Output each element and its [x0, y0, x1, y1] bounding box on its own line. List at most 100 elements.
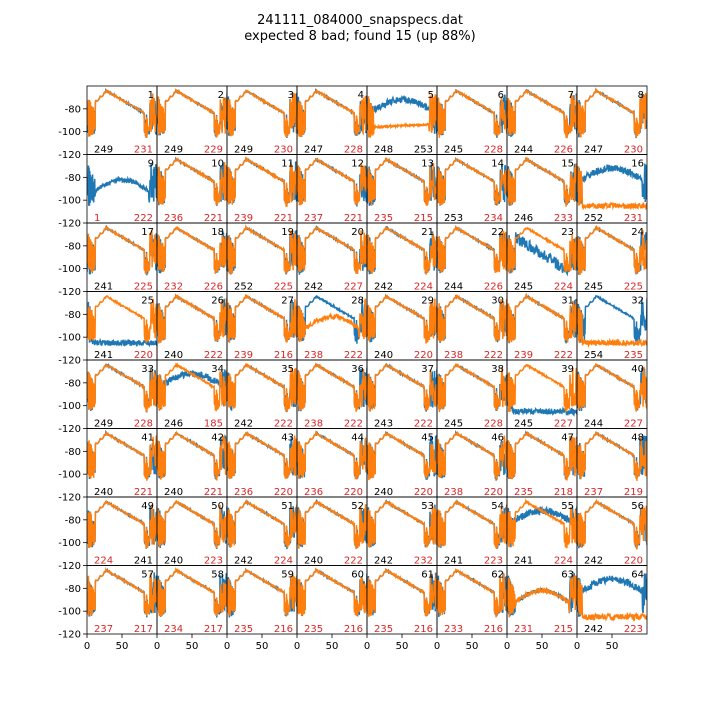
panel-right-value: 222 [274, 419, 293, 430]
series-b-line [157, 88, 227, 138]
panel-right-value: 228 [484, 419, 503, 430]
panel-right-value: 229 [204, 145, 223, 156]
panel-42: 42 240 221 [156, 428, 228, 498]
panel-number: 41 [141, 433, 154, 444]
panel-right-value: 226 [204, 282, 223, 293]
panel-right-value: 234 [484, 213, 503, 224]
panel-16: 16 252 231 [576, 154, 648, 224]
panel-right-value: 223 [204, 556, 223, 567]
panel-9: 9 1 222 [86, 154, 158, 224]
panel-12: 12 237 221 [296, 154, 368, 224]
series-b-line [577, 224, 647, 275]
series-b-line [507, 430, 577, 481]
series-b-line [437, 88, 507, 138]
panel-2: 2 249 229 [156, 85, 228, 156]
panel-left-value: 232 [164, 282, 183, 293]
panel-left-value: 235 [374, 624, 393, 635]
panel-number: 1 [148, 90, 154, 101]
y-tick-label: -100 [58, 401, 81, 412]
series-a-line [87, 163, 157, 206]
panel-left-value: 239 [234, 213, 253, 224]
series-b-line [507, 293, 577, 344]
panel-left-value: 237 [94, 624, 113, 635]
panel-left-value: 245 [444, 145, 463, 156]
panel-number: 27 [281, 296, 294, 307]
panel-15: 15 246 233 [506, 154, 578, 224]
panel-34: 34 246 185 [156, 359, 228, 430]
panel-number: 60 [351, 570, 364, 581]
panel-left-value: 240 [304, 556, 323, 567]
y-tick-label: -100 [58, 196, 81, 207]
panel-50: 50 240 223 [156, 496, 228, 567]
series-b-line [87, 566, 157, 617]
panel-left-value: 245 [584, 282, 603, 293]
panel-right-value: 222 [344, 350, 363, 361]
panel-right-value: 224 [414, 282, 433, 293]
series-b-line [297, 298, 367, 343]
panel-number: 4 [358, 90, 364, 101]
series-b-line [367, 363, 437, 412]
panel-right-value: 227 [344, 282, 363, 293]
panel-54: 54 241 223 [436, 496, 508, 567]
panel-left-value: 236 [304, 487, 323, 498]
panel-number: 36 [351, 364, 364, 375]
panel-number: 7 [568, 90, 574, 101]
panel-left-value: 253 [444, 213, 463, 224]
panel-number: 28 [351, 296, 364, 307]
panel-number: 34 [211, 364, 224, 375]
panel-left-value: 235 [234, 624, 253, 635]
series-b-line [87, 225, 157, 275]
panel-26: 26 240 222 [156, 291, 228, 361]
series-b-line [367, 225, 437, 275]
panel-56: 56 242 220 [576, 496, 648, 567]
panel-24: 24 245 225 [576, 222, 648, 293]
panel-number: 64 [631, 570, 644, 581]
panel-35: 35 242 222 [226, 359, 298, 430]
panel-38: 38 245 228 [436, 359, 508, 430]
series-b-line [157, 362, 227, 412]
panel-left-value: 244 [584, 419, 603, 430]
panel-left-value: 246 [164, 419, 183, 430]
x-tick-label: 50 [606, 641, 619, 652]
series-b-line [367, 157, 437, 207]
panel-right-value: 221 [204, 213, 223, 224]
panel-right-value: 220 [344, 487, 363, 498]
panel-left-value: 242 [234, 556, 253, 567]
x-tick-label: 50 [256, 641, 269, 652]
y-tick-label: -80 [65, 241, 81, 252]
y-tick-label: -120 [58, 356, 81, 367]
panel-left-value: 235 [304, 624, 323, 635]
panel-right-value: 221 [274, 213, 293, 224]
x-tick-label: 0 [224, 641, 230, 652]
series-b-line [577, 498, 647, 550]
series-b-line [577, 579, 647, 623]
panel-left-value: 240 [164, 556, 183, 567]
panel-number: 62 [491, 570, 504, 581]
panel-left-value: 238 [444, 487, 463, 498]
panel-right-value: 225 [274, 282, 293, 293]
panel-number: 44 [351, 433, 364, 444]
y-tick-label: -100 [58, 470, 81, 481]
series-b-line [437, 568, 507, 618]
panel-number: 39 [561, 364, 574, 375]
x-tick-label: 0 [574, 641, 580, 652]
panel-left-value: 236 [164, 213, 183, 224]
series-b-line [87, 363, 157, 413]
panel-number: 21 [421, 227, 434, 238]
x-tick-label: 0 [84, 641, 90, 652]
panel-1: 1 249 231 [86, 85, 158, 156]
panel-number: 13 [421, 159, 434, 170]
panel-right-value: 226 [484, 282, 503, 293]
series-b-line [227, 89, 297, 138]
panel-55: 55 241 224 [506, 496, 578, 567]
series-b-line [227, 155, 297, 207]
panel-number: 20 [351, 227, 364, 238]
panel-right-value: 220 [134, 350, 153, 361]
panel-left-value: 241 [514, 556, 533, 567]
y-tick-label: -80 [65, 378, 81, 389]
panel-left-value: 249 [94, 145, 113, 156]
figure-title: 241111_084000_snapspecs.dat [257, 13, 463, 28]
y-tick-label: -100 [58, 127, 81, 138]
panel-left-value: 240 [94, 487, 113, 498]
